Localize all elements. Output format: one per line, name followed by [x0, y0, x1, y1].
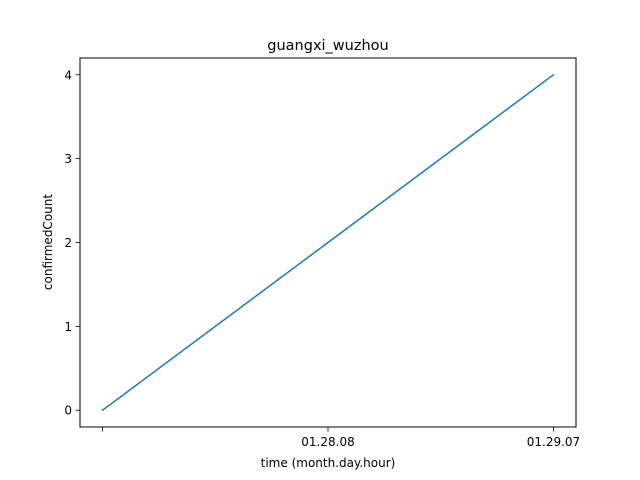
y-axis-ticks: 0 1 2 3 4 — [64, 68, 80, 418]
y-tick-label: 1 — [64, 320, 72, 334]
y-axis-title: confirmedCount — [41, 194, 55, 290]
x-tick-label: 01.29.07 — [527, 435, 580, 449]
plot-frame — [79, 57, 577, 428]
y-tick-label: 3 — [64, 152, 72, 166]
chart-title: guangxi_wuzhou — [267, 38, 388, 54]
y-tick-label: 4 — [64, 68, 72, 82]
y-tick-label: 0 — [64, 404, 72, 418]
x-axis-title: time (month.day.hour) — [261, 456, 396, 470]
series-line-0 — [101, 73, 555, 412]
x-axis-ticks: 01.28.08 01.29.07 — [102, 427, 580, 449]
x-tick-label: 01.28.08 — [301, 435, 354, 449]
plot-area — [101, 73, 555, 412]
y-tick-label: 2 — [64, 236, 72, 250]
